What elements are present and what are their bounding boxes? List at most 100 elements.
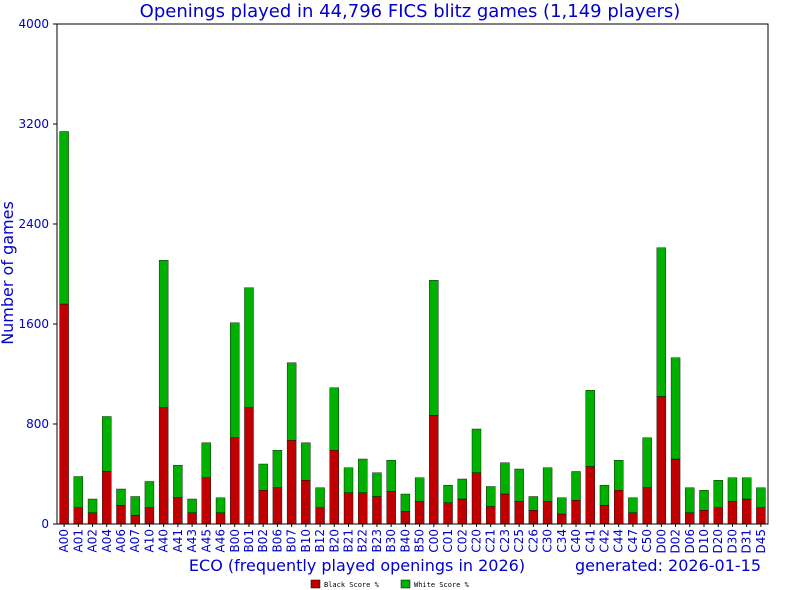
bar-black-b00 <box>230 437 240 525</box>
bar-white-c42 <box>599 485 610 506</box>
x-tick-label-d06: D06 <box>683 529 697 554</box>
x-tick-label-c00: C00 <box>427 529 441 553</box>
bar-white-b30 <box>386 460 396 492</box>
x-tick-label-a41: A41 <box>171 529 185 552</box>
bar-black-b02 <box>258 490 268 525</box>
x-tick-label-d02: D02 <box>669 529 683 554</box>
bar-black-a02 <box>87 512 98 525</box>
bar-black-c34 <box>557 513 567 525</box>
x-tick-label-b02: B02 <box>256 529 270 553</box>
bar-white-d20 <box>713 480 723 508</box>
bar-white-d30 <box>727 477 738 502</box>
legend-label-black: Black Score % <box>324 581 380 589</box>
bar-black-c30 <box>542 501 553 525</box>
x-tick-label-c40: C40 <box>569 529 583 553</box>
bar-white-c26 <box>528 496 539 511</box>
x-tick-label-c30: C30 <box>541 529 555 553</box>
bar-black-d20 <box>713 507 723 525</box>
x-tick-label-c41: C41 <box>583 529 597 553</box>
bar-black-d45 <box>756 507 766 525</box>
bar-black-c21 <box>486 506 496 525</box>
bar-white-b00 <box>230 322 240 438</box>
x-tick-label-c44: C44 <box>612 529 626 553</box>
x-tick-label-a02: A02 <box>86 529 100 552</box>
bar-black-b40 <box>400 511 411 525</box>
x-tick-label-b40: B40 <box>398 529 412 553</box>
bar-white-a45 <box>201 442 212 478</box>
bar-black-a04 <box>102 471 112 525</box>
bar-black-a40 <box>158 407 169 525</box>
generated-note: generated: 2026-01-15 <box>575 556 761 575</box>
x-tick-label-a46: A46 <box>214 529 228 552</box>
bar-black-c50 <box>642 487 652 525</box>
bar-black-b22 <box>358 492 368 525</box>
x-tick-label-b01: B01 <box>242 529 256 553</box>
bar-black-b23 <box>372 496 382 525</box>
bar-black-c40 <box>571 500 581 525</box>
bar-black-c20 <box>471 472 482 525</box>
y-tick-label: 800 <box>26 417 49 431</box>
x-tick-label-b22: B22 <box>356 529 370 553</box>
x-tick-label-d45: D45 <box>754 529 768 554</box>
bar-white-c01 <box>443 485 453 503</box>
bar-white-b06 <box>272 450 283 488</box>
x-tick-label-a45: A45 <box>199 529 213 552</box>
bar-white-d06 <box>685 487 695 513</box>
bar-white-d31 <box>741 477 752 500</box>
y-tick-label: 1600 <box>18 317 49 331</box>
x-tick-label-a10: A10 <box>142 529 156 552</box>
x-tick-label-b50: B50 <box>413 529 427 553</box>
y-tick-label: 3200 <box>18 117 49 131</box>
bar-white-b12 <box>315 487 325 508</box>
bar-black-b10 <box>301 480 311 525</box>
x-axis-ticks: A00 A01 A02 A04 A06 A07 A10 A40 A41 A43 A45 A46 B00 B… <box>57 524 768 554</box>
legend-swatch-white <box>400 579 411 589</box>
bar-white-c00 <box>429 280 439 416</box>
bar-black-b21 <box>343 492 354 525</box>
x-axis-title: ECO (frequently played openings in 2026) <box>189 556 525 575</box>
bar-white-a04 <box>102 416 112 472</box>
bar-black-d06 <box>685 512 695 525</box>
bar-white-d45 <box>756 487 766 508</box>
bar-white-a00 <box>59 131 69 305</box>
x-tick-label-b20: B20 <box>327 529 341 553</box>
bars <box>59 131 766 525</box>
y-tick-label: 2400 <box>18 217 49 231</box>
x-tick-label-d30: D30 <box>725 529 739 554</box>
x-tick-label-c47: C47 <box>626 529 640 553</box>
bar-white-c23 <box>500 462 510 495</box>
x-tick-label-b30: B30 <box>384 529 398 553</box>
bar-black-c44 <box>613 490 624 525</box>
plot-frame <box>56 23 769 525</box>
bar-white-a40 <box>158 260 169 408</box>
bar-white-b02 <box>258 463 268 491</box>
x-tick-label-c23: C23 <box>498 529 512 553</box>
bar-white-c25 <box>514 468 524 502</box>
bar-black-c47 <box>628 512 638 525</box>
bar-black-a00 <box>59 303 69 525</box>
bar-white-a01 <box>73 476 84 508</box>
x-tick-label-a00: A00 <box>57 529 71 552</box>
legend-swatch-black <box>310 579 321 589</box>
x-tick-label-c21: C21 <box>484 529 498 553</box>
bar-black-b20 <box>329 450 339 525</box>
x-tick-label-a04: A04 <box>100 529 114 552</box>
x-tick-label-b21: B21 <box>342 529 356 553</box>
x-tick-label-c42: C42 <box>597 529 611 553</box>
x-tick-label-b07: B07 <box>285 529 299 553</box>
bar-black-c00 <box>429 415 439 525</box>
bar-white-b07 <box>286 362 297 441</box>
bar-white-b21 <box>343 467 354 493</box>
bar-white-b20 <box>329 387 339 451</box>
bar-black-a41 <box>173 497 183 525</box>
x-tick-label-c02: C02 <box>455 529 469 553</box>
bar-white-b10 <box>301 442 311 481</box>
bar-white-c44 <box>613 460 624 491</box>
bar-black-b50 <box>414 501 425 525</box>
bar-black-b12 <box>315 507 325 525</box>
bar-black-b07 <box>286 440 297 525</box>
x-tick-label-a06: A06 <box>114 529 128 552</box>
x-tick-label-a07: A07 <box>128 529 142 552</box>
bar-black-b01 <box>244 407 254 525</box>
